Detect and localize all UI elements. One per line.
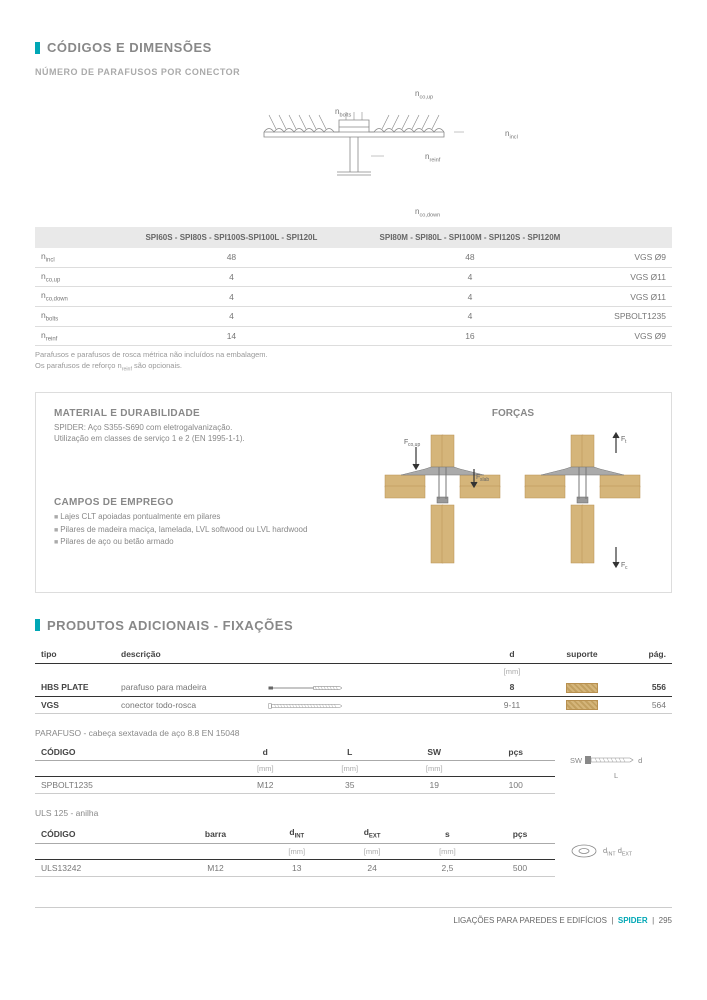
svg-text:co,up: co,up <box>408 442 420 448</box>
connector-diagram: nco,up nbolts nincl nreinf nco,down <box>35 92 672 222</box>
section-subtitle: NÚMERO DE PARAFUSOS POR CONECTOR <box>35 67 672 77</box>
accent-bar-icon <box>35 42 40 54</box>
svg-text:c: c <box>625 565 628 571</box>
table-note: Parafusos e parafusos de rosca métrica n… <box>35 350 672 373</box>
section-header-2: PRODUTOS ADICIONAIS - FIXAÇÕES <box>35 618 672 633</box>
subsection-title: ULS 125 - anilha <box>35 808 672 818</box>
bolt-table: CÓDIGOdLSWpçs [mm][mm][mm] SPBOLT1235M12… <box>35 744 555 794</box>
section-header-1: CÓDIGOS E DIMENSÕES <box>35 40 672 55</box>
accent-bar-icon <box>35 619 40 631</box>
section-title: CÓDIGOS E DIMENSÕES <box>47 40 212 55</box>
info-box: MATERIAL E DURABILIDADE SPIDER: Aço S355… <box>35 392 672 593</box>
dimensions-table: SPI60S - SPI80S - SPI100S-SPI100L - SPI1… <box>35 227 672 346</box>
washer-table: CÓDIGObarradINTdEXTspçs [mm][mm][mm] ULS… <box>35 824 555 877</box>
subsection-title: PARAFUSO - cabeça sextavada de aço 8.8 E… <box>35 728 672 738</box>
forces-diagram: Fco,up Fslab <box>373 427 653 577</box>
svg-text:slab: slab <box>480 477 489 483</box>
products-table: tipo descrição d suporte pág. [mm] HBS P… <box>35 645 672 715</box>
section-title: PRODUTOS ADICIONAIS - FIXAÇÕES <box>47 618 293 633</box>
washer-legend: dINT dEXT <box>570 824 632 860</box>
svg-text:t: t <box>625 439 627 445</box>
bolt-legend: SW d L <box>570 744 642 780</box>
wood-support-icon <box>566 700 598 710</box>
wood-support-icon <box>566 683 598 693</box>
page-footer: LIGAÇÕES PARA PAREDES E EDIFÍCIOS | SPID… <box>35 907 672 925</box>
